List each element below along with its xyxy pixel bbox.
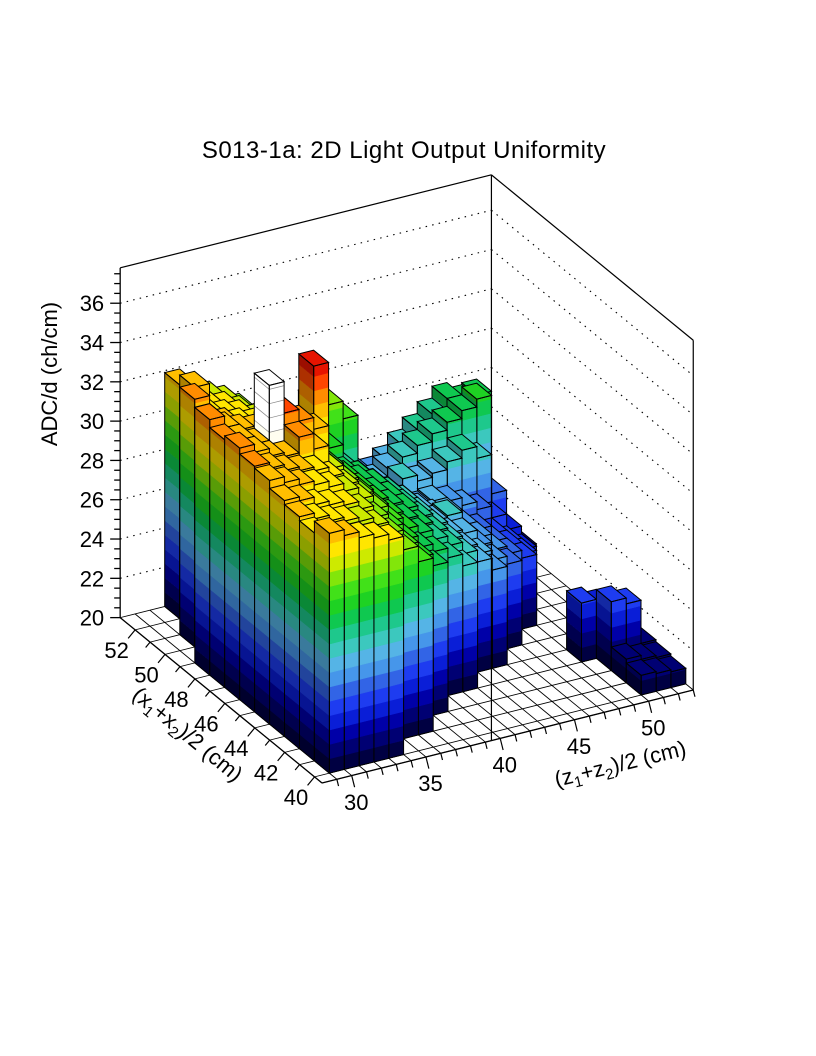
z-gridline-right-28	[491, 366, 694, 534]
z-tick-label-30: 30	[80, 409, 104, 434]
x-axis-line	[321, 689, 694, 784]
x-tick-label-40: 40	[493, 753, 517, 778]
y-tick-label-46: 46	[194, 711, 218, 736]
x-tick-35	[425, 756, 430, 769]
z-tick-label-34: 34	[80, 331, 104, 356]
y-tick-label-50: 50	[134, 662, 158, 687]
x-tick-label-50: 50	[641, 715, 665, 740]
z-tick-label-32: 32	[80, 370, 104, 395]
y-tick-48	[187, 678, 196, 688]
y-tick-label-52: 52	[104, 638, 128, 663]
x-tick-45	[573, 719, 578, 732]
z-gridline-right-30	[491, 327, 694, 494]
z-tick-label-36: 36	[80, 291, 104, 316]
bar-side-outline	[313, 520, 330, 775]
z-gridline-right-32	[491, 288, 694, 455]
y-tick-label-40: 40	[284, 785, 308, 810]
z-gridline-left-36	[120, 209, 492, 304]
lego-bars	[163, 349, 687, 775]
z-tick-label-26: 26	[80, 488, 104, 513]
z-gridline-right-34	[491, 249, 694, 416]
axis-labels: 2022242628303234363035404550404244464850…	[80, 291, 689, 815]
bar-u29-v40	[313, 516, 346, 775]
z-gridline-right-36	[491, 209, 694, 377]
chart-title: S013-1a: 2D Light Output Uniformity	[202, 137, 606, 164]
y-tick-label-44: 44	[224, 736, 248, 761]
bar-side-outline	[595, 588, 612, 672]
box-top-left-edge	[120, 174, 492, 269]
y-tick-40	[307, 776, 315, 786]
z-tick-label-22: 22	[80, 566, 104, 591]
y-tick-label-42: 42	[254, 760, 278, 785]
box-top-right-edge	[491, 174, 694, 341]
y-tick-46	[217, 702, 226, 713]
y-tick-50	[157, 653, 166, 664]
bar-side-outline	[625, 662, 642, 697]
x-tick-30	[351, 775, 356, 788]
x-tick-label-35: 35	[418, 771, 442, 796]
x-tick-label-45: 45	[567, 734, 591, 759]
bar-u50-v40	[625, 658, 658, 697]
x-tick-label-30: 30	[344, 790, 368, 815]
axes-and-ticks	[110, 267, 696, 788]
x-tick-50	[648, 701, 653, 713]
z-tick-label-20: 20	[80, 606, 104, 631]
bar-side-outline	[566, 589, 582, 664]
z-axis-title: ADC/d (ch/cm)	[37, 302, 62, 446]
z-gridline-left-34	[120, 248, 492, 344]
y-tick-42	[277, 751, 286, 762]
x-tick-40	[499, 738, 504, 751]
z-tick-label-28: 28	[80, 448, 104, 473]
y-tick-52	[127, 629, 136, 639]
bar-u49-v43	[565, 586, 598, 664]
y-tick-44	[247, 727, 256, 737]
y-axis-line	[119, 617, 323, 784]
y-tick-label-48: 48	[164, 687, 188, 712]
bar-u50-v42	[595, 585, 628, 672]
z-tick-label-24: 24	[80, 527, 104, 552]
plot-box-edges	[120, 174, 694, 690]
